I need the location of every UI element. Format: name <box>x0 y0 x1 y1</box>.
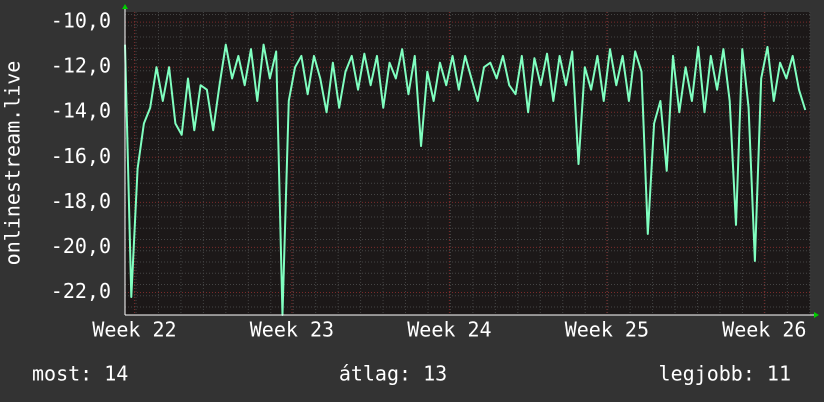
stat-average: átlag: 13 <box>339 362 447 386</box>
y-tick-label: -18,0 <box>51 189 111 213</box>
y-tick-label: -10,0 <box>51 9 111 33</box>
y-axis-label: onlinestream.live <box>1 61 25 266</box>
y-tick-label: -14,0 <box>51 99 111 123</box>
x-tick-label: Week 23 <box>250 318 334 342</box>
x-tick-label: Week 22 <box>92 318 176 342</box>
y-tick-label: -20,0 <box>51 234 111 258</box>
x-tick-label: Week 24 <box>407 318 491 342</box>
x-axis-arrow <box>814 312 819 318</box>
y-tick-label: -22,0 <box>51 279 111 303</box>
y-axis-arrow <box>122 4 128 9</box>
stat-best: legjobb: 11 <box>659 362 791 386</box>
x-tick-label: Week 26 <box>722 318 806 342</box>
y-tick-label: -12,0 <box>51 54 111 78</box>
stat-current: most: 14 <box>32 362 128 386</box>
y-tick-label: -16,0 <box>51 144 111 168</box>
x-tick-label: Week 25 <box>565 318 649 342</box>
data-line <box>124 43 807 316</box>
